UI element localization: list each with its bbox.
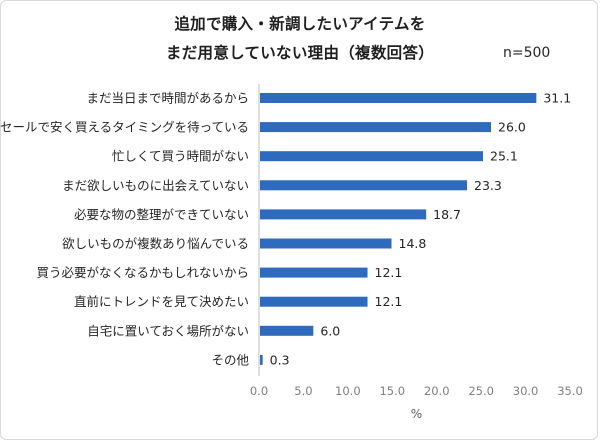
x-tick-label: 30.0 (513, 384, 539, 398)
x-tick-label: 10.0 (335, 384, 361, 398)
x-tick-label: 25.0 (468, 384, 494, 398)
data-label: 12.1 (375, 294, 403, 309)
bar (260, 122, 492, 133)
bar (260, 296, 368, 307)
x-tick-label: 35.0 (557, 384, 583, 398)
bar (260, 238, 392, 249)
category-label: 欲しいものが複数あり悩んでいる (62, 236, 249, 251)
category-label: まだ当日まで時間があるから (86, 91, 249, 106)
chart-title-line-1: 追加で購入・新調したいアイテムを (174, 15, 426, 33)
data-label: 26.0 (498, 120, 526, 135)
category-label: 自宅に置いておく場所がない (87, 323, 249, 338)
bar (260, 354, 263, 365)
category-label: セールで安く買えるタイミングを待っている (0, 120, 249, 135)
bar (260, 180, 468, 191)
category-label: まだ欲しいものに出会えていない (62, 178, 249, 193)
x-tick-label: 20.0 (424, 384, 450, 398)
data-label: 23.3 (474, 178, 502, 193)
x-tick-label: 5.0 (294, 384, 312, 398)
sample-size-label: n=500 (503, 45, 551, 61)
category-label: 直前にトレンドを見て決めたい (74, 294, 249, 309)
bar (260, 93, 537, 103)
x-tick-label: 0.0 (250, 384, 268, 398)
category-label: 必要な物の整理ができていない (74, 207, 249, 222)
category-label: その他 (211, 352, 249, 367)
data-label: 6.0 (320, 323, 340, 338)
bar (260, 325, 314, 336)
data-label: 14.8 (399, 236, 427, 251)
data-label: 12.1 (375, 265, 403, 280)
category-label: 忙しくて買う時間がない (112, 149, 249, 164)
bar (260, 267, 368, 278)
data-label: 0.3 (270, 352, 290, 367)
bar (260, 209, 427, 220)
data-label: 25.1 (490, 149, 518, 164)
chart-title-line-2: まだ用意していない理由（複数回答） (165, 44, 435, 62)
data-label: 31.1 (543, 91, 571, 106)
category-label: 買う必要がなくなるかもしれないから (36, 265, 249, 280)
x-tick-label: 15.0 (379, 384, 405, 398)
x-axis-label: % (411, 407, 422, 421)
bar (260, 151, 484, 162)
data-label: 18.7 (433, 207, 461, 222)
